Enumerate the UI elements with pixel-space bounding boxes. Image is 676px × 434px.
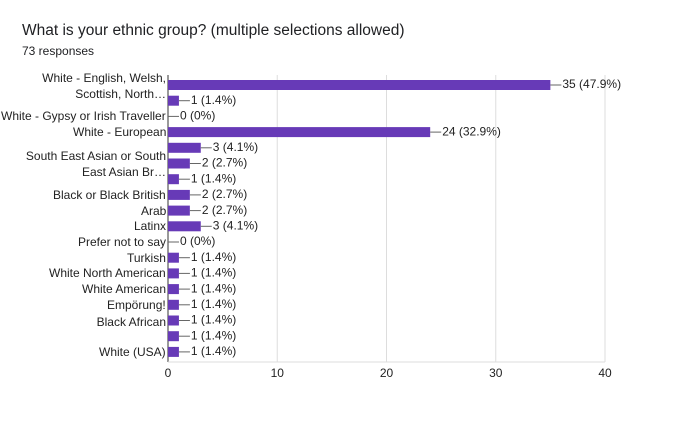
value-label: 1 (1.4%) (191, 93, 236, 107)
value-label: 2 (2.7%) (202, 156, 247, 170)
value-label: 1 (1.4%) (191, 328, 236, 342)
value-label: 24 (32.9%) (442, 124, 501, 138)
category-label: Prefer not to say (78, 235, 167, 249)
value-label: 3 (4.1%) (213, 218, 258, 232)
bar (168, 331, 179, 342)
category-label: Latinx (134, 219, 167, 234)
x-tick-label: 40 (598, 366, 612, 380)
bar (168, 95, 179, 106)
bar (168, 80, 551, 90)
bar (168, 127, 431, 138)
value-label: 1 (1.4%) (191, 250, 236, 264)
value-label: 1 (1.4%) (191, 344, 236, 358)
value-label: 1 (1.4%) (191, 297, 236, 311)
category-label: Black African (96, 314, 166, 329)
x-tick-label: 20 (380, 366, 394, 380)
bar (168, 299, 179, 310)
chart-title: What is your ethnic group? (multiple sel… (22, 22, 405, 39)
category-label: White North American (49, 266, 166, 281)
value-label: 1 (1.4%) (191, 171, 236, 185)
value-label: 0 (0%) (180, 234, 215, 248)
bar (168, 268, 179, 279)
bar (168, 221, 201, 232)
category-label: White - European (73, 125, 167, 140)
value-label: 2 (2.7%) (202, 187, 247, 201)
category-label: White American (82, 282, 167, 297)
bar (168, 142, 201, 153)
bar (168, 189, 190, 200)
value-label: 2 (2.7%) (202, 203, 247, 217)
category-label: Black or Black British (53, 187, 166, 202)
x-tick-label: 10 (271, 366, 285, 380)
bar (168, 174, 179, 185)
bar (168, 284, 179, 295)
value-label: 35 (47.9%) (562, 77, 621, 91)
value-label: 1 (1.4%) (191, 313, 236, 327)
x-tick-label: 0 (165, 366, 172, 380)
bar (168, 205, 190, 216)
value-label: 0 (0%) (180, 109, 215, 123)
category-label: White - Gypsy or Irish Traveller (1, 109, 166, 124)
category-label: Turkish (127, 250, 166, 265)
category-label: South East Asian or South East Asian Br… (25, 148, 166, 179)
value-label: 1 (1.4%) (191, 281, 236, 295)
category-label: White - English, Welsh, Scottish, North… (42, 71, 166, 101)
bar (168, 252, 179, 263)
value-label: 1 (1.4%) (191, 266, 236, 280)
category-label: Arab (141, 203, 167, 218)
bar (168, 346, 179, 357)
x-tick-label: 30 (489, 366, 503, 380)
category-label: Empörung! (107, 297, 166, 312)
bar (168, 315, 179, 326)
chart-subtitle: 73 responses (22, 44, 95, 58)
category-label: White (USA) (99, 344, 166, 359)
value-label: 3 (4.1%) (213, 140, 258, 154)
bar (168, 158, 190, 169)
